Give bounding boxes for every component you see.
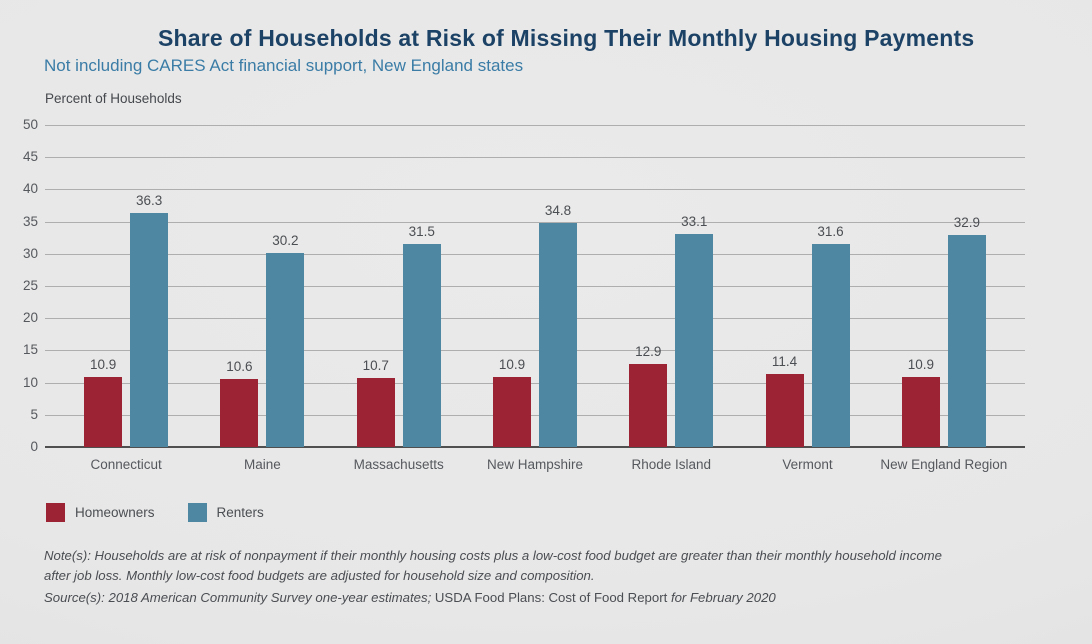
gridline-40 (45, 189, 1025, 191)
gridline-5 (45, 414, 1025, 416)
bar-homeowners-rhode-island: 12.9 (629, 344, 668, 447)
note-text: Note(s): Households are at risk of nonpa… (44, 546, 1064, 586)
legend-swatch-homeowners (46, 503, 65, 522)
value-label-renters-new-england-region: 32.9 (953, 215, 980, 231)
value-label-homeowners-new-england-region: 10.9 (907, 356, 934, 372)
bar-homeowners-new-england-region: 10.9 (901, 357, 940, 447)
legend-label-homeowners: Homeowners (75, 505, 155, 520)
bar-group-rhode-island: 12.9 33.1 (603, 125, 739, 447)
x-label-massachusetts: Massachusetts (353, 457, 444, 472)
bar-homeowners-maine: 10.6 (220, 359, 259, 447)
source-text: Source(s): 2018 American Community Surve… (44, 588, 1064, 608)
y-tick-0: 0 (30, 439, 38, 454)
chart-subtitle: Not including CARES Act financial suppor… (44, 56, 524, 75)
gridline-20 (45, 318, 1025, 320)
y-tick-20: 20 (22, 310, 38, 326)
x-label-new-england-region: New England Region (880, 457, 1008, 472)
y-tick-10: 10 (22, 374, 38, 390)
bar-group-massachusetts: 10.7 31.5 (331, 125, 467, 447)
bar-homeowners-connecticut: 10.9 (84, 357, 123, 447)
source-part-1: Source(s): 2018 American Community Surve… (44, 590, 435, 605)
note-line-1: Note(s): Households are at risk of nonpa… (44, 548, 942, 563)
gridline-30 (45, 253, 1025, 255)
y-tick-5: 5 (30, 406, 38, 422)
value-label-homeowners-new-hampshire: 10.9 (498, 356, 526, 372)
note-line-2: after job loss. Monthly low-cost food bu… (44, 568, 595, 583)
y-tick-25: 25 (22, 278, 38, 293)
x-label-vermont: Vermont (782, 457, 833, 472)
y-axis-title: Percent of Households (45, 91, 182, 106)
gridline-10 (45, 382, 1025, 384)
x-label-maine: Maine (244, 457, 281, 472)
bar-renters-new-england-region: 32.9 (947, 215, 986, 447)
value-label-renters-massachusetts: 31.5 (408, 224, 435, 240)
bar-group-connecticut: 10.9 36.3 (58, 125, 194, 447)
gridline-35 (45, 221, 1025, 223)
source-part-2: USDA Food Plans: Cost of Food Report (434, 590, 671, 605)
value-label-homeowners-massachusetts: 10.7 (362, 358, 389, 374)
y-tick-30: 30 (22, 245, 38, 261)
bar-renters-maine: 30.2 (266, 233, 305, 447)
value-label-renters-maine: 30.2 (272, 232, 299, 248)
gridline-50 (45, 125, 1025, 126)
bar-homeowners-vermont: 11.4 (765, 354, 804, 447)
value-label-renters-vermont: 31.6 (817, 223, 844, 239)
bar-renters-rhode-island: 33.1 (675, 214, 714, 447)
x-label-rhode-island: Rhode Island (631, 457, 712, 472)
bar-group-new-england-region: 10.9 32.9 (876, 125, 1012, 447)
legend-item-homeowners: Homeowners (46, 503, 155, 522)
bar-homeowners-new-hampshire: 10.9 (492, 357, 531, 447)
bar-renters-connecticut: 36.3 (130, 193, 169, 447)
legend: Homeowners Renters (46, 503, 264, 522)
legend-item-renters: Renters (187, 503, 264, 522)
bar-homeowners-massachusetts: 10.7 (356, 358, 395, 447)
value-label-homeowners-connecticut: 10.9 (90, 356, 117, 372)
bar-group-new-hampshire: 10.9 34.8 (467, 125, 603, 447)
notes-block: Note(s): Households are at risk of nonpa… (44, 546, 1064, 608)
plot-area: 0 5 10 15 20 25 30 35 40 45 50 10.9 36.3 10.6 30.2 10.… (23, 117, 1025, 472)
x-axis-line (45, 446, 1025, 448)
value-label-homeowners-vermont: 11.4 (771, 353, 798, 369)
bar-renters-massachusetts: 31.5 (402, 224, 441, 447)
y-tick-45: 45 (22, 149, 38, 165)
value-label-homeowners-maine: 10.6 (226, 358, 253, 374)
bars-layer: 10.9 36.3 10.6 30.2 10.7 31.5 10.9 34.8 12.9 33.1… (58, 125, 1012, 447)
value-label-renters-connecticut: 36.3 (136, 193, 163, 209)
bar-renters-new-hampshire: 34.8 (538, 203, 577, 447)
y-tick-35: 35 (22, 213, 38, 229)
value-label-renters-rhode-island: 33.1 (681, 213, 708, 229)
gridline-45 (45, 157, 1025, 159)
x-label-new-hampshire: New Hampshire (486, 457, 583, 472)
value-label-renters-new-hampshire: 34.8 (544, 202, 572, 218)
legend-label-renters: Renters (216, 505, 264, 520)
y-tick-40: 40 (22, 181, 38, 197)
source-part-3: for February 2020 (670, 590, 776, 605)
gridline-25 (45, 286, 1025, 287)
x-axis-labels: Connecticut Maine Massachusetts New Hampshi… (58, 457, 1012, 472)
value-label-homeowners-rhode-island: 12.9 (635, 343, 662, 359)
bar-group-vermont: 11.4 31.6 (739, 125, 875, 447)
chart-title: Share of Households at Risk of Missing T… (158, 25, 975, 51)
x-label-connecticut: Connecticut (90, 457, 162, 472)
bar-renters-vermont: 31.6 (811, 224, 850, 447)
gridline-15 (45, 350, 1025, 352)
y-tick-50: 50 (22, 117, 38, 132)
legend-swatch-renters (187, 503, 207, 522)
y-tick-15: 15 (22, 342, 38, 358)
bar-group-maine: 10.6 30.2 (194, 125, 330, 447)
